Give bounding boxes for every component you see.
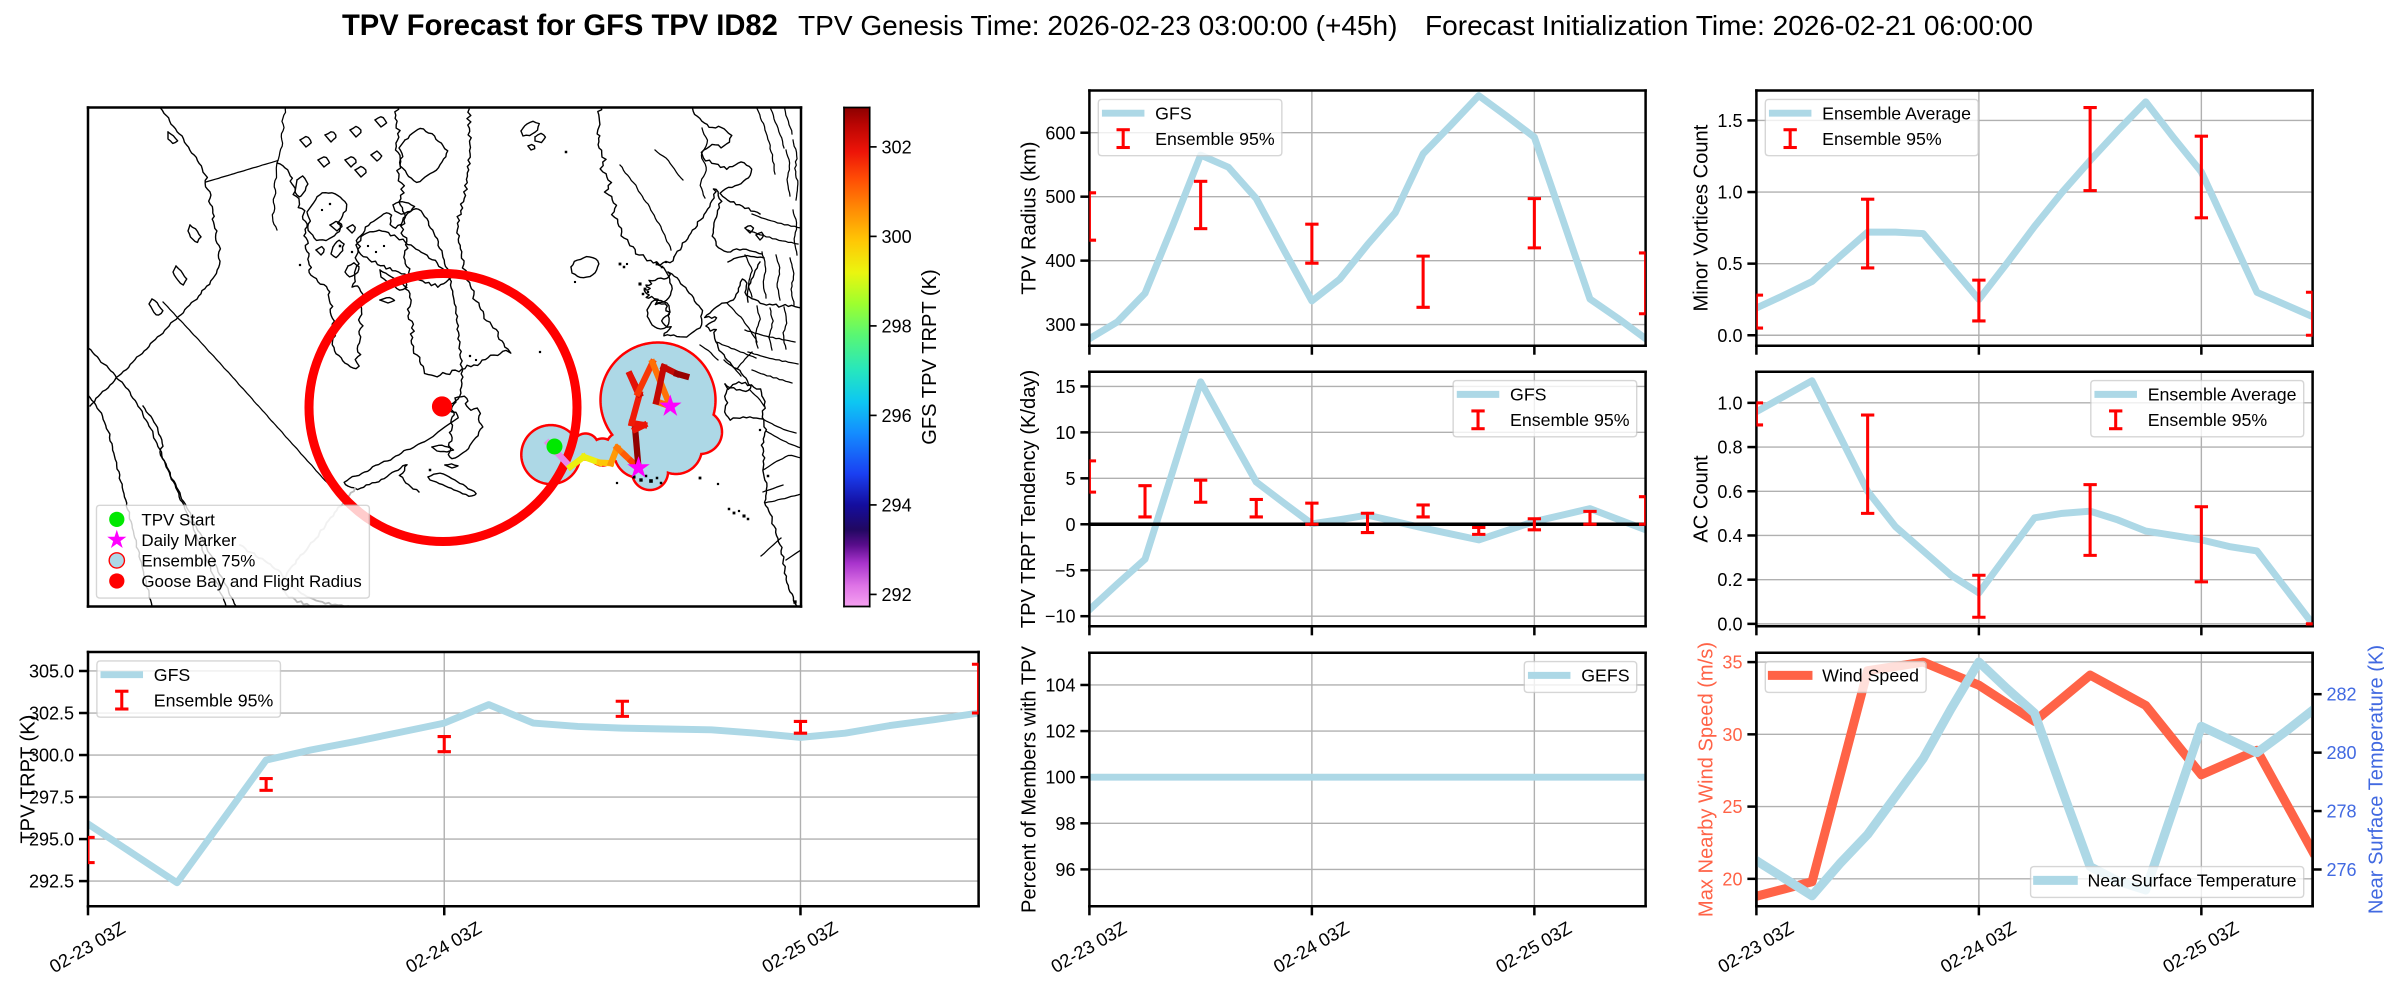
svg-text:0.0: 0.0 <box>1717 614 1742 634</box>
svg-text:300: 300 <box>1045 315 1075 335</box>
svg-text:400: 400 <box>1045 251 1075 271</box>
svg-text:300.0: 300.0 <box>29 746 74 766</box>
svg-text:−10: −10 <box>1045 607 1076 627</box>
svg-text:Ensemble Average: Ensemble Average <box>2148 385 2297 405</box>
svg-text:102: 102 <box>1045 722 1075 742</box>
svg-text:1.5: 1.5 <box>1717 111 1742 131</box>
svg-text:300: 300 <box>882 227 912 247</box>
svg-text:282: 282 <box>2326 685 2356 705</box>
svg-text:TPV Genesis Time: 2026-02-23 0: TPV Genesis Time: 2026-02-23 03:00:00 (+… <box>798 10 1397 41</box>
svg-text:TPV Forecast for GFS TPV ID82: TPV Forecast for GFS TPV ID82 <box>342 10 778 42</box>
svg-text:296: 296 <box>882 406 912 426</box>
svg-text:0.4: 0.4 <box>1717 526 1742 546</box>
svg-text:297.5: 297.5 <box>29 788 74 808</box>
svg-text:0.8: 0.8 <box>1717 438 1742 458</box>
svg-text:276: 276 <box>2326 860 2356 880</box>
svg-text:Max Nearby Wind Speed (m/s): Max Nearby Wind Speed (m/s) <box>1696 642 1718 917</box>
svg-text:Near Surface Temperature: Near Surface Temperature <box>2087 871 2296 891</box>
svg-text:TPV TRPT Tendency (K/day): TPV TRPT Tendency (K/day) <box>1018 370 1040 628</box>
svg-text:Daily Marker: Daily Marker <box>141 531 236 550</box>
svg-text:Ensemble 75%: Ensemble 75% <box>141 551 255 570</box>
svg-text:0.5: 0.5 <box>1717 254 1742 274</box>
svg-text:500: 500 <box>1045 187 1075 207</box>
svg-text:Ensemble 95%: Ensemble 95% <box>1155 129 1275 149</box>
svg-text:0.6: 0.6 <box>1717 482 1742 502</box>
svg-text:GFS: GFS <box>1155 103 1192 123</box>
svg-text:305.0: 305.0 <box>29 662 74 682</box>
svg-text:30: 30 <box>1722 725 1742 745</box>
svg-text:0.0: 0.0 <box>1717 326 1742 346</box>
svg-text:Wind Speed: Wind Speed <box>1822 666 1919 686</box>
svg-text:Near Surface Temperature (K): Near Surface Temperature (K) <box>2365 645 2384 914</box>
svg-text:96: 96 <box>1055 860 1075 880</box>
svg-text:280: 280 <box>2326 743 2356 763</box>
svg-text:0.2: 0.2 <box>1717 570 1742 590</box>
svg-text:Ensemble 95%: Ensemble 95% <box>2148 410 2268 430</box>
svg-text:298: 298 <box>882 316 912 336</box>
svg-text:98: 98 <box>1055 814 1075 834</box>
svg-text:10: 10 <box>1055 423 1075 443</box>
svg-text:600: 600 <box>1045 123 1075 143</box>
svg-text:278: 278 <box>2326 802 2356 822</box>
svg-text:AC Count: AC Count <box>1691 455 1713 543</box>
svg-text:5: 5 <box>1065 469 1075 489</box>
svg-text:292.5: 292.5 <box>29 872 74 892</box>
svg-text:Ensemble 95%: Ensemble 95% <box>1510 410 1630 430</box>
svg-text:Goose Bay and Flight Radius: Goose Bay and Flight Radius <box>141 572 361 591</box>
svg-text:Ensemble Average: Ensemble Average <box>1822 103 1971 123</box>
svg-text:35: 35 <box>1722 653 1742 673</box>
svg-text:TPV Start: TPV Start <box>141 510 215 529</box>
svg-text:302.5: 302.5 <box>29 704 74 724</box>
svg-text:−5: −5 <box>1055 561 1076 581</box>
svg-text:294: 294 <box>882 495 912 515</box>
svg-text:15: 15 <box>1055 377 1075 397</box>
svg-text:GFS: GFS <box>154 665 191 685</box>
svg-text:GFS: GFS <box>1510 385 1547 405</box>
svg-text:292: 292 <box>882 585 912 605</box>
svg-text:295.0: 295.0 <box>29 830 74 850</box>
svg-text:Minor Vortices Count: Minor Vortices Count <box>1691 124 1713 311</box>
svg-text:302: 302 <box>882 137 912 157</box>
svg-text:GEFS: GEFS <box>1581 666 1630 686</box>
svg-text:GFS TPV TRPT (K): GFS TPV TRPT (K) <box>919 269 941 445</box>
svg-text:100: 100 <box>1045 768 1075 788</box>
svg-text:104: 104 <box>1045 676 1075 696</box>
svg-text:Percent of Members with TPV: Percent of Members with TPV <box>1019 645 1041 913</box>
svg-text:TPV TRPT (K): TPV TRPT (K) <box>17 715 39 844</box>
svg-text:25: 25 <box>1722 797 1742 817</box>
svg-text:1.0: 1.0 <box>1717 183 1742 203</box>
svg-text:1.0: 1.0 <box>1717 393 1742 413</box>
svg-text:Forecast Initialization Time:: Forecast Initialization Time: 2026-02-21… <box>1425 10 2033 41</box>
svg-text:Ensemble 95%: Ensemble 95% <box>1822 129 1942 149</box>
svg-text:Ensemble 95%: Ensemble 95% <box>154 690 274 710</box>
svg-text:20: 20 <box>1722 869 1742 889</box>
svg-text:0: 0 <box>1065 515 1075 535</box>
svg-text:TPV Radius (km): TPV Radius (km) <box>1019 141 1041 294</box>
